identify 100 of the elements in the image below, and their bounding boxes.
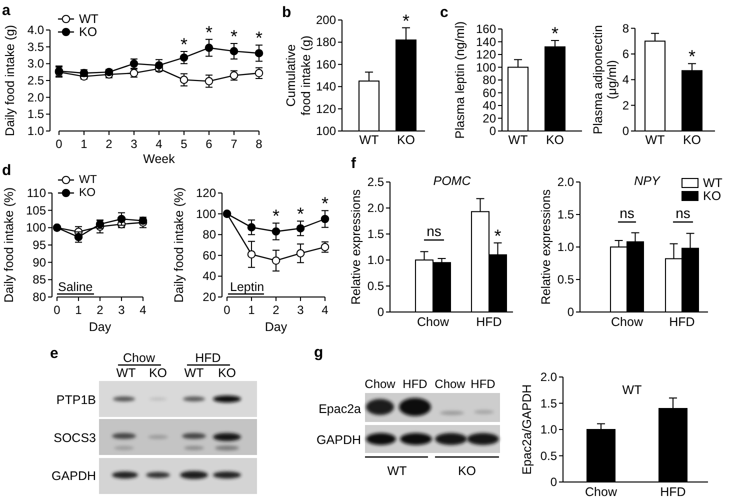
legend-label: WT xyxy=(79,174,97,186)
text: Chow xyxy=(434,377,466,391)
annotation: * xyxy=(688,46,696,67)
x-axis-title: Day xyxy=(264,320,288,334)
text: KO xyxy=(218,366,236,380)
y-tick-label: 2.5 xyxy=(27,74,44,88)
x-tick-label: 7 xyxy=(230,137,238,151)
x-tick-label: 1 xyxy=(248,303,256,317)
x-tick-label: 1 xyxy=(75,303,82,317)
y-tick-label: 140 xyxy=(316,80,336,94)
x-tick-label: HFD xyxy=(476,315,502,329)
y-tick-label: 1.0 xyxy=(367,253,384,267)
text: f xyxy=(351,155,357,172)
y-axis-title: Daily food intake (g) xyxy=(3,24,17,136)
chart-title: POMC xyxy=(433,174,472,188)
annotation: ns xyxy=(426,223,442,239)
text: b xyxy=(282,4,292,21)
y-axis-title: Relative expressions xyxy=(539,189,553,305)
annotation: ns xyxy=(620,205,634,221)
y-tick-label: 0.5 xyxy=(540,448,558,463)
y-tick-label: 120 xyxy=(316,102,336,116)
y-tick-label: 2.0 xyxy=(540,370,558,384)
text: WT xyxy=(116,366,136,380)
y-tick-label: 200 xyxy=(316,13,336,27)
text: GAPDH xyxy=(52,469,96,483)
y-axis-title: Daily food intake (%) xyxy=(172,187,186,303)
y-axis-title: Plasma adiponectin (μg/ml) xyxy=(591,25,619,134)
x-tick-label: 4 xyxy=(156,137,163,151)
x-tick-label: 2 xyxy=(272,303,280,317)
y-tick-label: 40 xyxy=(202,269,216,284)
x-tick-label: 3 xyxy=(130,137,138,151)
text: KO xyxy=(148,366,168,380)
x-tick-label: 0 xyxy=(54,303,61,317)
legend-label: KO xyxy=(79,25,98,39)
y-tick-label: 100 xyxy=(476,60,496,74)
text: WT xyxy=(622,383,642,397)
y-tick-label: 20 xyxy=(202,290,216,304)
y-tick-label: 2.5 xyxy=(367,175,384,189)
x-tick-label: KO xyxy=(546,133,564,147)
annotation: * xyxy=(255,28,263,48)
y-tick-label: 140 xyxy=(476,34,496,49)
y-tick-label: 2.0 xyxy=(367,201,384,215)
annotation: * xyxy=(205,22,213,42)
y-tick-label: 110 xyxy=(26,186,46,200)
x-tick-label: 1 xyxy=(80,137,88,151)
text: HFD xyxy=(470,377,496,391)
x-tick-label: 5 xyxy=(180,137,188,151)
annotation: * xyxy=(494,226,502,246)
text: HFD xyxy=(402,377,428,391)
legend-label: KO xyxy=(703,189,722,203)
y-tick-label: 90 xyxy=(32,255,46,270)
text: d xyxy=(2,162,12,179)
y-axis-title: Relative expressions xyxy=(349,189,363,305)
y-tick-label: 105 xyxy=(26,203,46,218)
annotation: * xyxy=(296,204,304,224)
text: Chow xyxy=(364,377,396,391)
annotation: * xyxy=(230,26,238,46)
y-tick-label: 0 xyxy=(489,124,496,138)
text: e xyxy=(50,345,58,362)
y-tick-label: 4 xyxy=(622,72,630,87)
y-tick-label: 3.5 xyxy=(27,40,44,54)
x-tick-label: 0 xyxy=(56,137,63,151)
y-tick-label: 120 xyxy=(196,186,216,200)
annotation: Saline xyxy=(58,280,93,294)
text: WT xyxy=(184,366,204,380)
y-tick-label: 1.0 xyxy=(540,422,558,436)
y-tick-label: 1.5 xyxy=(540,396,558,410)
y-tick-label: 160 xyxy=(316,57,336,72)
y-tick-label: 0 xyxy=(622,124,630,138)
y-tick-label: 1.5 xyxy=(27,107,44,122)
y-tick-label: 40 xyxy=(482,98,496,112)
y-tick-label: 80 xyxy=(202,228,216,242)
text: KO xyxy=(458,464,476,478)
y-tick-label: 1.5 xyxy=(367,227,384,241)
y-tick-label: 1.0 xyxy=(557,240,574,254)
y-tick-label: 100 xyxy=(26,220,46,235)
text: c xyxy=(440,4,448,21)
x-tick-label: Chow xyxy=(611,315,644,329)
legend-label: WT xyxy=(79,12,99,26)
y-axis-title: Daily food intake (%) xyxy=(2,187,16,303)
annotation: * xyxy=(402,10,410,31)
text: a xyxy=(2,2,11,19)
x-tick-label: 2 xyxy=(106,137,113,151)
text: g xyxy=(314,344,324,361)
x-tick-label: WT xyxy=(508,133,528,147)
text: PTP1B xyxy=(56,393,96,407)
text: Epac2a xyxy=(318,402,362,416)
y-tick-label: 2.0 xyxy=(27,90,44,104)
legend-label: WT xyxy=(703,176,723,190)
x-tick-label: 4 xyxy=(140,303,147,317)
x-axis-title: Day xyxy=(88,320,112,334)
y-tick-label: 100 xyxy=(316,124,336,138)
x-tick-label: 8 xyxy=(256,137,263,151)
annotation: * xyxy=(321,194,329,214)
text: HFD xyxy=(195,351,221,365)
y-axis-title: Plasma leptin (ng/ml) xyxy=(453,21,467,139)
y-tick-label: 160 xyxy=(476,22,496,36)
y-tick-label: 0.5 xyxy=(367,279,384,293)
y-tick-label: 0.5 xyxy=(557,272,574,286)
x-tick-label: KO xyxy=(396,133,416,147)
